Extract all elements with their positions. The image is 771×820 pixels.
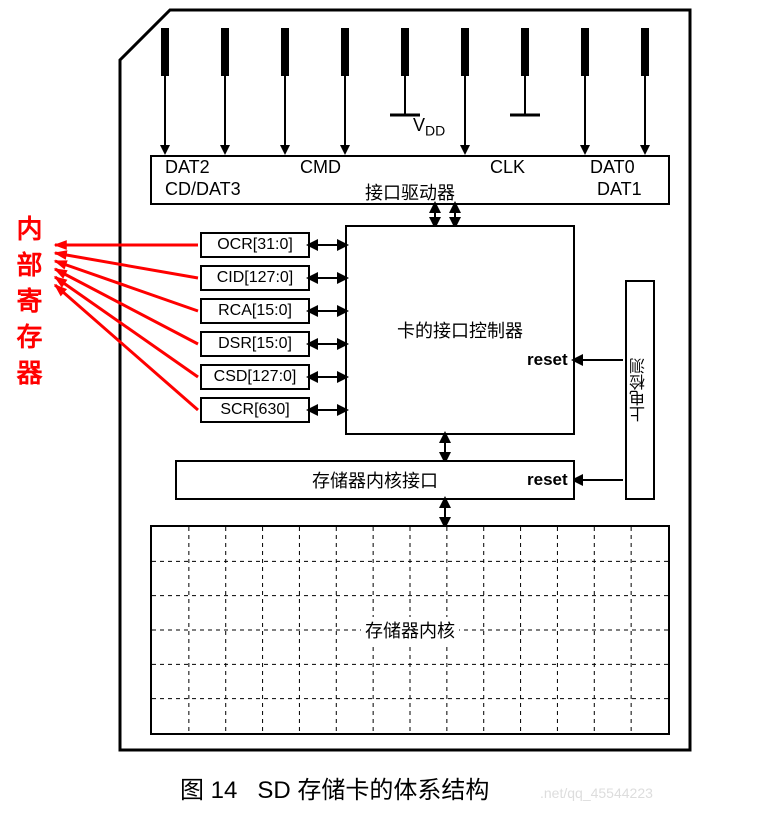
diagram-canvas: VDD DAT2 CMD CLK DAT0 CD/DAT3 接口驱动器 DAT1… <box>0 0 771 820</box>
watermark-text: .net/qq_45544223 <box>540 785 653 801</box>
annotation-arrows <box>0 0 771 760</box>
figure-caption: 图 14 SD 存储卡的体系结构 <box>180 770 489 805</box>
